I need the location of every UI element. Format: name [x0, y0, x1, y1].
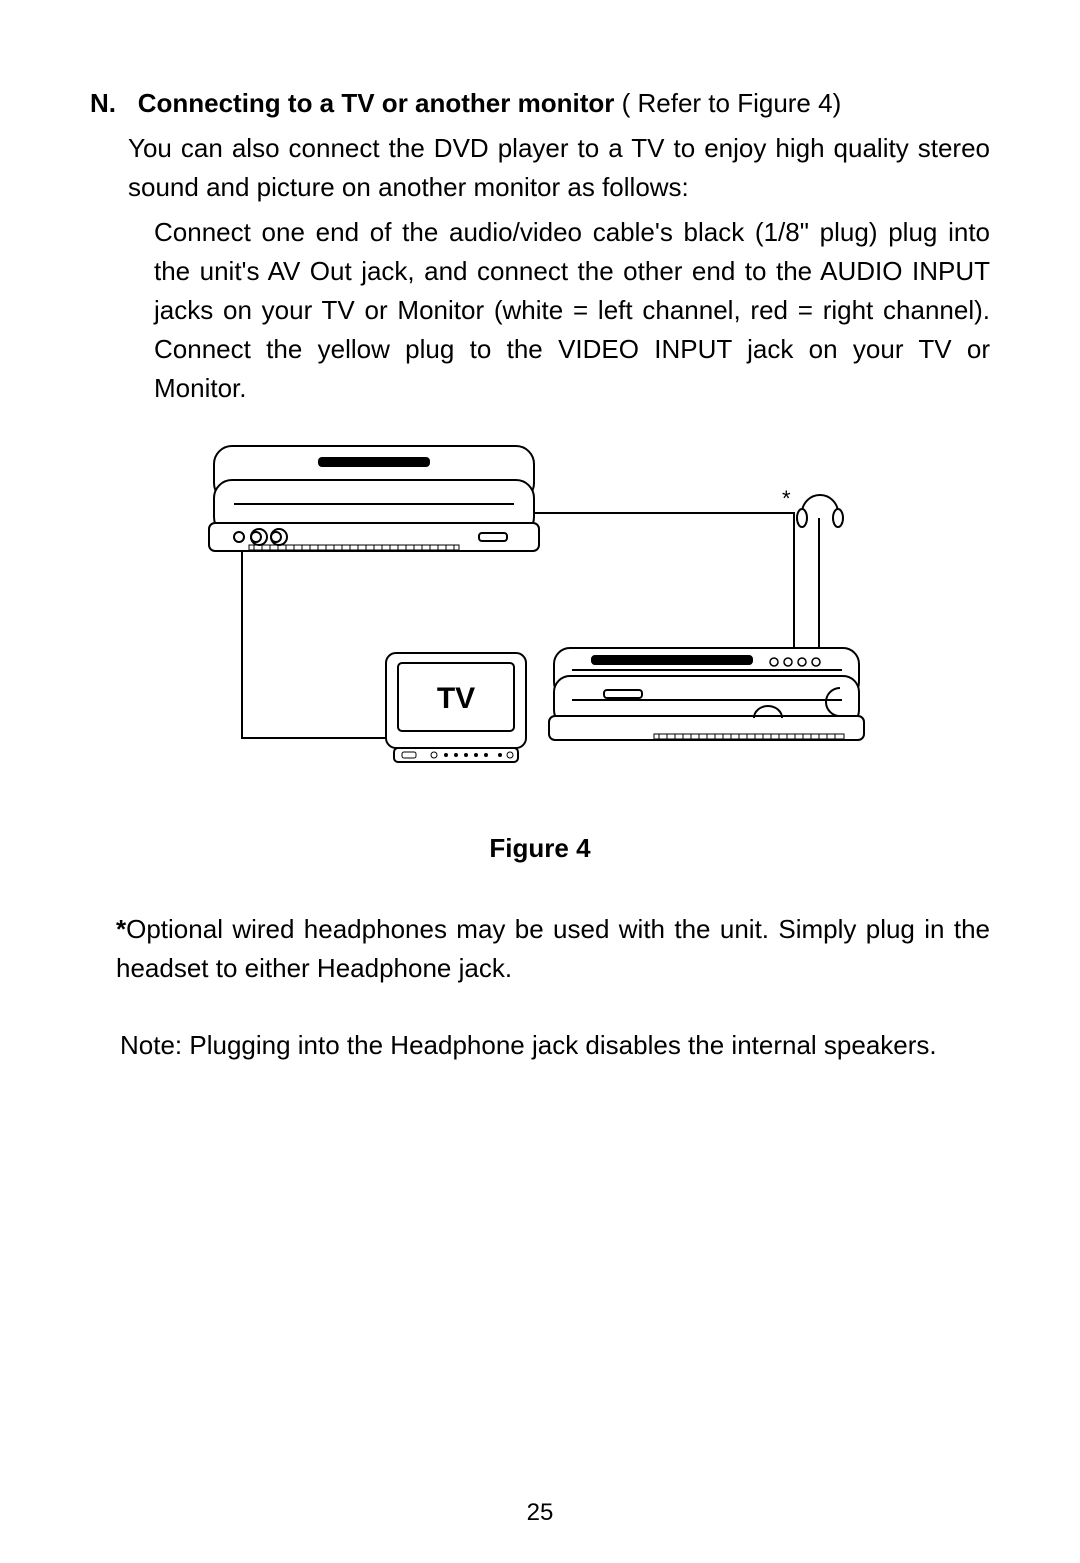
intro-paragraph: You can also connect the DVD player to a…	[128, 129, 990, 207]
section-title: Connecting to a TV or another monitor	[138, 88, 615, 118]
dvd-player-top-icon	[209, 446, 539, 551]
av-cable-icon	[242, 551, 386, 738]
tv-label: TV	[437, 682, 475, 715]
dvd-player-bottom-icon	[549, 648, 864, 740]
footnote-text: Optional wired headphones may be used wi…	[116, 914, 990, 983]
wiring-diagram-svg: * TV	[154, 438, 874, 778]
section-letter: N.	[90, 88, 116, 118]
section-title-suffix: ( Refer to Figure 4)	[622, 88, 842, 118]
section-heading: N. Connecting to a TV or another monitor…	[90, 84, 990, 123]
page-number: 25	[0, 1499, 1080, 1527]
link-cable-icon	[534, 513, 794, 648]
note-paragraph: Note: Plugging into the Headphone jack d…	[120, 1028, 990, 1063]
asterisk-label: *	[782, 486, 791, 511]
steps-paragraph: Connect one end of the audio/video cable…	[154, 213, 990, 408]
figure-caption: Figure 4	[90, 833, 990, 864]
figure-4-diagram: * TV	[154, 438, 874, 783]
footnote-marker: *	[116, 914, 126, 944]
footnote-paragraph: *Optional wired headphones may be used w…	[116, 910, 990, 988]
